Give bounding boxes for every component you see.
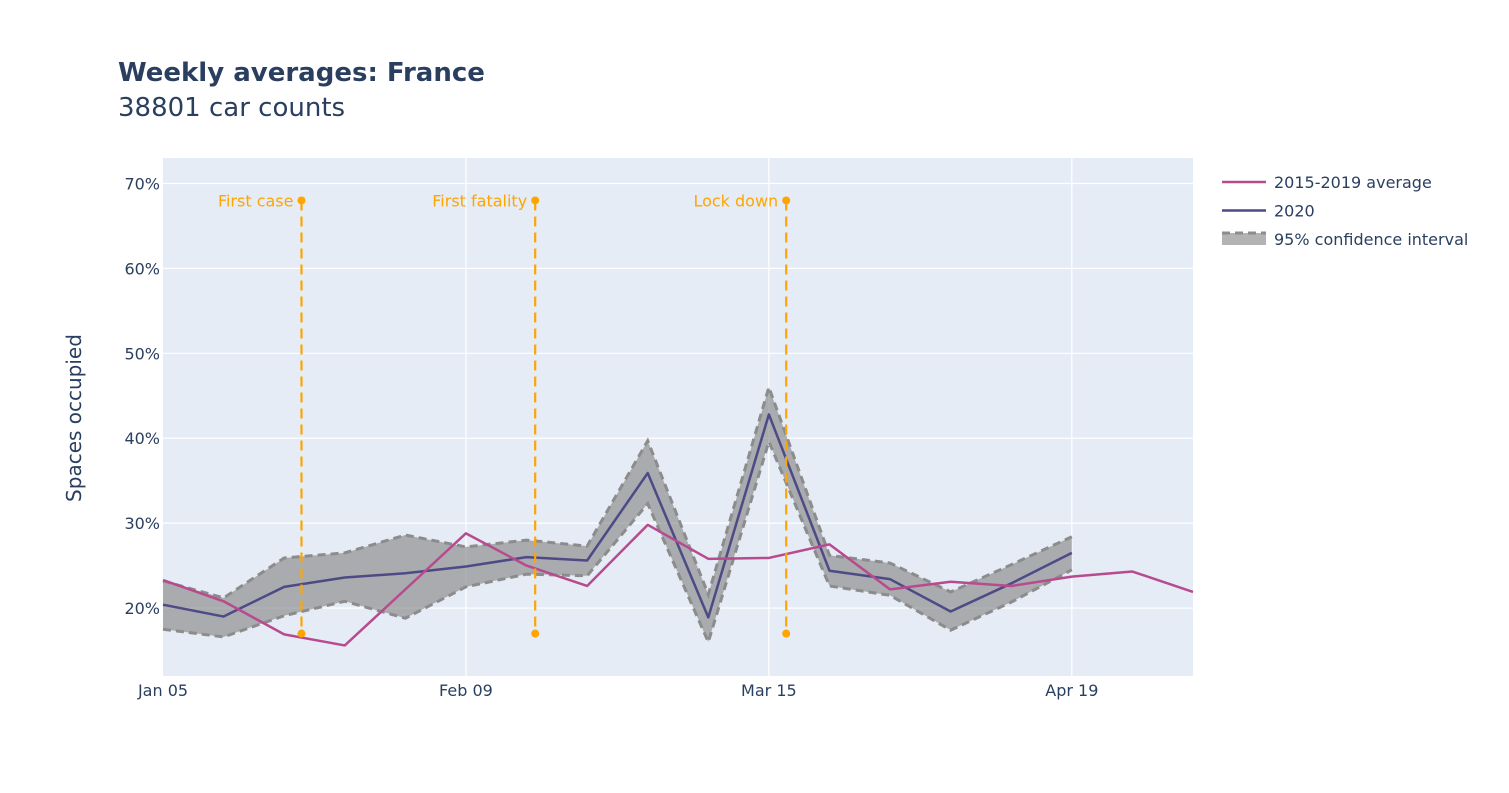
axis-ticks-layer: 20% 30% 40% 50% 60% 70% Jan 05 Feb 09 Mar 15 Apr …	[124, 174, 1098, 700]
legend[interactable]: 2015-2019 average 2020 95% confidence inte…	[1222, 173, 1468, 249]
x-tick-label: Mar 15	[741, 681, 797, 700]
annotation-label: First case	[218, 191, 294, 210]
chart-subtitle: 38801 car counts	[118, 93, 346, 123]
series-2015-2019-average-line	[162, 523, 1194, 647]
annotation-marker-top	[297, 196, 306, 205]
legend-entry-label: 2020	[1274, 202, 1315, 221]
chart-title: Weekly averages: France	[118, 58, 485, 88]
annotation-marker-top	[782, 196, 791, 205]
y-tick-label: 40%	[124, 429, 160, 448]
x-tick-label: Jan 05	[137, 681, 188, 700]
y-tick-label: 50%	[124, 344, 160, 363]
x-tick-label: Feb 09	[439, 681, 493, 700]
y-tick-label: 30%	[124, 514, 160, 533]
annotation-label: First fatality	[432, 191, 527, 210]
annotation-marker-bottom	[531, 629, 540, 638]
legend-swatch-band	[1222, 233, 1266, 245]
y-tick-label: 20%	[124, 599, 160, 618]
legend-entry-label: 2015-2019 average	[1274, 173, 1432, 192]
y-tick-label: 70%	[124, 174, 160, 193]
x-tick-label: Apr 19	[1045, 681, 1098, 700]
confidence-band-lower-edge	[162, 437, 1073, 647]
y-tick-label: 60%	[124, 259, 160, 278]
legend-entry-label: 95% confidence interval	[1274, 230, 1468, 249]
annotations-layer: First case First fatality Lock down	[218, 191, 791, 638]
annotation-marker-top	[531, 196, 540, 205]
annotation-label: Lock down	[693, 191, 778, 210]
annotation-marker-bottom	[297, 629, 306, 638]
series-2020-line	[162, 413, 1073, 619]
annotation-marker-bottom	[782, 629, 791, 638]
series-lines-layer	[162, 413, 1194, 647]
